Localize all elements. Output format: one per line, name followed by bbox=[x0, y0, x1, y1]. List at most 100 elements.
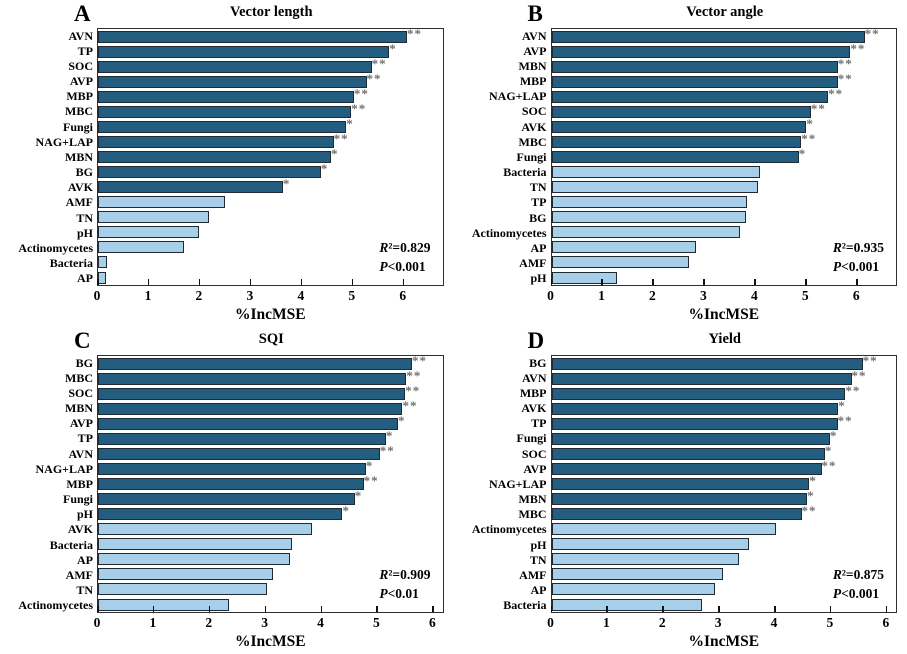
x-tick-label: 2 bbox=[658, 615, 666, 630]
bar-row bbox=[551, 567, 897, 582]
bar-row: * bbox=[551, 399, 897, 416]
panel-header: B Vector angle bbox=[456, 2, 898, 28]
bar-row: ** bbox=[551, 459, 897, 476]
significance-stars: ** bbox=[402, 397, 418, 413]
category-label: AP bbox=[77, 552, 93, 567]
category-label: SOC bbox=[68, 385, 93, 400]
significance-stars: ** bbox=[810, 100, 826, 116]
bar-ph: * bbox=[98, 504, 349, 521]
category-label: AVK bbox=[67, 180, 93, 195]
x-tick-mark bbox=[97, 279, 99, 285]
bar-bg: * bbox=[98, 162, 327, 179]
significance-stars: * bbox=[829, 427, 838, 443]
panel-body: BG AVN MBP AVK TP Fungi SOC AVP NAG+LAP MBN MBC Act… bbox=[456, 352, 898, 650]
bar-nag-lap: * bbox=[98, 459, 372, 475]
y-axis-labels: BG AVN MBP AVK TP Fungi SOC AVP NAG+LAP MBN MBC Act… bbox=[456, 355, 551, 613]
y-axis-labels: AVN TP SOC AVP MBP MBC Fungi NAG+LAP MBN BG AVK AMF… bbox=[2, 28, 97, 286]
significance-stars: * bbox=[798, 146, 807, 161]
panel-c: C SQI BG MBC SOC MBN AVP TP AVN NAG+LAP MBP Fungi pH… bbox=[0, 327, 454, 654]
category-label: TN bbox=[529, 552, 547, 567]
bar-row: * bbox=[98, 459, 443, 476]
significance-stars: ** bbox=[363, 473, 379, 488]
x-tick-label: 5 bbox=[373, 615, 380, 630]
p-value: P<0.001 bbox=[379, 259, 426, 275]
bar-row: ** bbox=[98, 384, 443, 401]
x-tick-label: 6 bbox=[428, 615, 436, 630]
bar-row: ** bbox=[98, 102, 443, 119]
bar-row: ** bbox=[551, 352, 897, 371]
x-tick-mark bbox=[351, 279, 354, 285]
bar-soc: ** bbox=[551, 102, 825, 118]
bar-row: * bbox=[551, 146, 897, 165]
bar-actinomycetes bbox=[551, 226, 740, 239]
p-value: P<0.01 bbox=[379, 586, 419, 602]
panel-b: B Vector angle AVN AVP MBN MBP NAG+LAP SOC AVK MB… bbox=[454, 0, 907, 327]
x-tick-mark bbox=[376, 606, 378, 612]
bar-row bbox=[551, 180, 897, 195]
bar-ap bbox=[551, 241, 696, 254]
category-label: Fungi bbox=[62, 492, 93, 507]
category-label: Bacteria bbox=[49, 537, 93, 552]
x-tick-label: 5 bbox=[348, 288, 356, 303]
x-tick-label: 0 bbox=[93, 288, 101, 303]
bar-row bbox=[551, 240, 897, 255]
bar-soc: ** bbox=[98, 384, 419, 400]
bar-row: ** bbox=[98, 473, 443, 492]
significance-stars: ** bbox=[379, 442, 395, 458]
significance-stars: ** bbox=[353, 85, 369, 101]
category-label: AVK bbox=[521, 401, 547, 416]
bar-row bbox=[551, 537, 897, 552]
significance-stars: * bbox=[385, 427, 394, 443]
bar-avn: ** bbox=[551, 27, 879, 43]
bar-row: ** bbox=[551, 102, 897, 119]
y-axis-labels: AVN AVP MBN MBP NAG+LAP SOC AVK MBC Fungi Bacteri… bbox=[456, 28, 551, 286]
bar-avn: ** bbox=[551, 369, 866, 385]
significance-stars: ** bbox=[837, 70, 853, 86]
plot-area-wrap: ** * ** ** ** ** * ** * * * R²=0.829 P<0.001 0 1 2 3 4 5 6%… bbox=[93, 25, 444, 323]
bar-row: ** bbox=[551, 504, 897, 522]
category-label: MBN bbox=[65, 149, 93, 164]
significance-stars: ** bbox=[862, 352, 878, 368]
category-label: pH bbox=[76, 225, 93, 240]
category-label: AVP bbox=[523, 461, 547, 476]
bar-bacteria bbox=[551, 598, 702, 611]
bar-row: * bbox=[98, 504, 443, 522]
category-label: Bacteria bbox=[503, 165, 547, 180]
x-tick-label: 3 bbox=[714, 615, 722, 630]
category-label: MBC bbox=[518, 134, 547, 149]
bar-row: ** bbox=[551, 384, 897, 401]
bar-row bbox=[98, 195, 443, 210]
category-label: MBN bbox=[65, 401, 93, 416]
x-tick-mark bbox=[264, 606, 267, 612]
bar-bacteria bbox=[98, 256, 108, 269]
x-tick-mark bbox=[718, 606, 720, 612]
category-label: AVK bbox=[67, 522, 93, 537]
category-label: BG bbox=[75, 165, 93, 180]
bar-fungi: * bbox=[551, 429, 836, 445]
category-label: MBP bbox=[519, 74, 547, 89]
category-label: pH bbox=[530, 537, 547, 552]
x-tick-mark bbox=[147, 279, 150, 285]
category-label: MBN bbox=[518, 492, 547, 507]
category-label: TP bbox=[531, 195, 547, 210]
x-axis: 0 1 2 3 4 5 6 bbox=[547, 606, 898, 634]
category-label: AMF bbox=[65, 567, 93, 582]
bar-mbn: ** bbox=[551, 57, 852, 73]
category-label: TN bbox=[529, 180, 547, 195]
model-stats: R²=0.935 P<0.001 bbox=[833, 238, 884, 277]
category-label: TP bbox=[531, 416, 547, 431]
significance-stars: ** bbox=[407, 25, 423, 41]
panel-header: C SQI bbox=[2, 329, 444, 355]
bar-mbc: ** bbox=[98, 102, 365, 118]
category-label: SOC bbox=[68, 58, 93, 73]
bar-row bbox=[98, 597, 443, 612]
bar-row: ** bbox=[98, 354, 443, 371]
significance-stars: ** bbox=[405, 382, 421, 398]
category-label: MBP bbox=[66, 89, 93, 104]
x-axis-title: %IncMSE bbox=[234, 633, 306, 650]
bar-row: * bbox=[98, 489, 443, 507]
bar-soc: * bbox=[551, 444, 831, 460]
x-tick-label: 1 bbox=[603, 615, 610, 630]
category-label: AVN bbox=[68, 446, 93, 461]
bar-row bbox=[98, 567, 443, 582]
